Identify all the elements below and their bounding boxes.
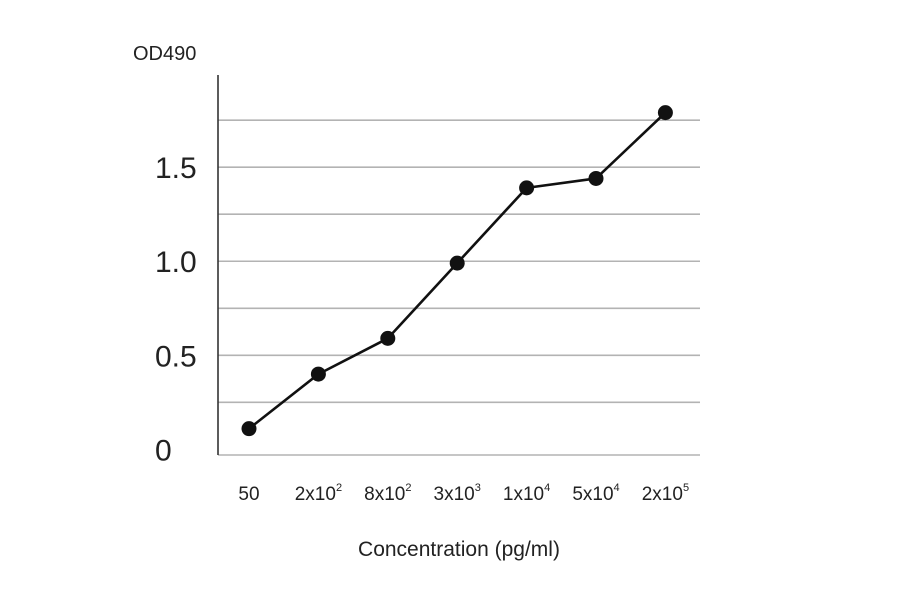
y-axis-title: OD490 bbox=[133, 43, 196, 65]
grid-lines bbox=[218, 119, 700, 456]
data-point bbox=[657, 105, 673, 121]
data-point bbox=[519, 180, 535, 196]
x-tick-label: 8x102 bbox=[364, 482, 411, 505]
x-tick-label: 2x102 bbox=[295, 482, 342, 505]
y-tick-label: 1.0 bbox=[155, 246, 197, 279]
x-axis-title: Concentration (pg/ml) bbox=[358, 538, 560, 561]
x-tick-label: 5x104 bbox=[572, 482, 619, 505]
y-tick-label: 1.5 bbox=[155, 152, 197, 185]
data-point bbox=[380, 330, 396, 346]
data-point bbox=[241, 421, 257, 437]
y-tick-label: 0.5 bbox=[155, 340, 197, 373]
x-tick-label: 50 bbox=[238, 484, 259, 505]
y-tick-label: 0 bbox=[155, 434, 172, 467]
series-layer bbox=[241, 105, 673, 437]
x-tick-label: 3x103 bbox=[434, 482, 481, 505]
x-tick-label: 2x105 bbox=[642, 482, 689, 505]
data-point bbox=[310, 366, 326, 382]
data-point bbox=[449, 255, 465, 271]
x-tick-label: 1x104 bbox=[503, 482, 550, 505]
y-tick-labels: 0 0.5 1.0 1.5 bbox=[155, 152, 197, 467]
x-tick-labels: 50 2x102 8x102 3x103 1x104 5x104 2x105 bbox=[238, 482, 689, 505]
data-point bbox=[588, 170, 604, 186]
series-line bbox=[248, 111, 667, 430]
